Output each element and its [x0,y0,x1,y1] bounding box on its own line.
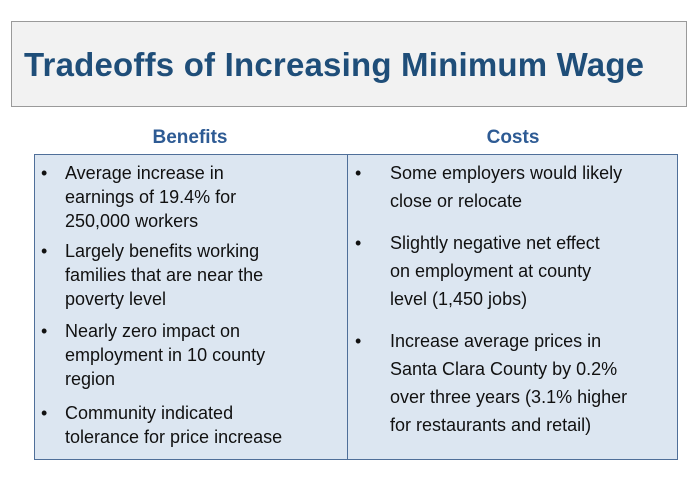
slide-title: Tradeoffs of Increasing Minimum Wage [24,46,645,83]
costs-item-line: on employment at county [390,261,592,281]
benefits-item-line: tolerance for price increase [65,427,283,447]
benefits-item-line: Largely benefits working [65,241,260,261]
benefits-item-line: Average increase in [65,163,224,183]
costs-item-line: Some employers would likely [390,163,623,183]
benefits-item-line: Community indicated [65,403,234,423]
costs-heading: Costs [486,127,540,148]
benefits-item-line: 250,000 workers [65,211,199,231]
costs-item-line: level (1,450 jobs) [390,289,528,309]
title-box: Tradeoffs of Increasing Minimum Wage [11,21,687,107]
bullet-icon: • [355,331,362,351]
benefits-item-line: Nearly zero impact on [65,321,241,341]
benefits-item-line: employment in 10 county [65,345,266,365]
benefits-item-line: families that are near the [65,265,264,285]
costs-item-line: for restaurants and retail) [390,415,592,435]
bullet-icon: • [41,163,48,183]
benefits-item-line: earnings of 19.4% for [65,187,237,207]
benefits-item-line: region [65,369,116,389]
benefits-item-line: poverty level [65,289,167,309]
bullet-icon: • [41,321,48,341]
costs-item-line: over three years (3.1% higher [390,387,628,407]
benefits-heading: Benefits [152,127,228,148]
costs-item-line: Slightly negative net effect [390,233,600,253]
costs-item-line: close or relocate [390,191,523,211]
bullet-icon: • [355,233,362,253]
column-divider [347,155,348,459]
bullet-icon: • [41,403,48,423]
bullet-icon: • [41,241,48,261]
costs-item-line: Increase average prices in [390,331,602,351]
costs-item-line: Santa Clara County by 0.2% [390,359,618,379]
comparison-table: • Average increase in earnings of 19.4% … [34,154,678,460]
bullet-icon: • [355,163,362,183]
